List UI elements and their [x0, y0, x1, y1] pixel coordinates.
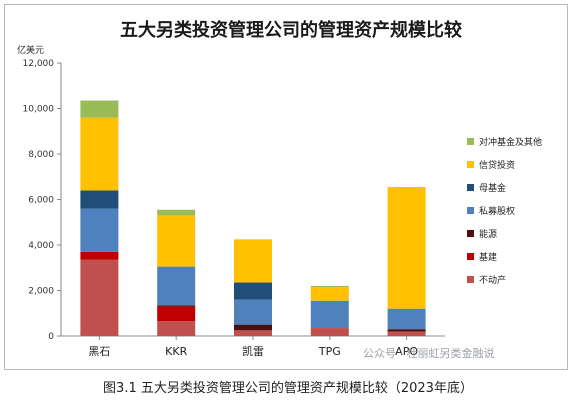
legend-swatch — [467, 207, 474, 214]
legend-label: 私募股权 — [479, 205, 515, 217]
bar-segment — [387, 329, 426, 332]
legend-swatch — [467, 184, 474, 191]
bar-segment — [80, 117, 119, 191]
bar-segment — [387, 308, 426, 330]
bar-segment — [80, 208, 119, 252]
legend-swatch — [467, 230, 474, 237]
bar-segment — [157, 306, 196, 322]
legend-label: 不动产 — [479, 274, 506, 286]
bar-segment — [80, 190, 119, 209]
y-tick-label: 0 — [48, 332, 54, 342]
x-tick-label: APO — [395, 345, 418, 358]
bar-segment — [80, 100, 119, 118]
legend-swatch — [467, 253, 474, 260]
legend-swatch — [467, 276, 474, 283]
axes: 0 2,000 4,000 6,000 8,000 10,000 12,000 — [23, 59, 445, 342]
figure-caption: 图3.1 五大另类投资管理公司的管理资产规模比较（2023年底） — [103, 381, 473, 396]
bar-segment — [157, 215, 196, 267]
legend-label: 母基金 — [479, 182, 506, 194]
bar-segment — [310, 287, 349, 301]
bar-segment — [387, 331, 426, 336]
y-tick-label: 6,000 — [28, 196, 54, 206]
x-tick-label: 黑石 — [88, 345, 110, 358]
y-tick-label: 8,000 — [28, 150, 54, 160]
chart-frame: 五大另类投资管理公司的管理资产规模比较 亿美元 0 2,000 4,000 6,000… — [4, 4, 568, 370]
bar-segment — [387, 186, 426, 309]
y-tick-label: 10,000 — [23, 105, 55, 115]
chart-title: 五大另类投资管理公司的管理资产规模比较 — [120, 19, 462, 41]
watermark: 公众号 · 杜丽虹另类金融说 — [363, 346, 495, 360]
bar-segment — [80, 259, 119, 336]
bar-segment — [157, 209, 196, 216]
legend-swatch — [467, 138, 474, 145]
bars — [80, 100, 426, 336]
bar-segment — [234, 324, 272, 331]
x-tick-label: TPG — [318, 345, 341, 358]
bar-segment — [157, 266, 196, 306]
x-axis-labels: 黑石 KKR 凯雷 TPG APO — [88, 345, 418, 358]
bar-segment — [157, 321, 196, 336]
chart-svg: 五大另类投资管理公司的管理资产规模比较 亿美元 0 2,000 4,000 6,000… — [17, 19, 542, 360]
legend-swatch — [467, 161, 474, 168]
bar-segment — [157, 305, 196, 307]
y-tick-label: 12,000 — [23, 59, 55, 69]
x-tick-label: 凯雷 — [242, 345, 264, 358]
x-tick-label: KKR — [165, 345, 187, 358]
legend-label: 信贷投资 — [479, 159, 515, 171]
bar-segment — [234, 282, 272, 300]
y-tick-label: 2,000 — [28, 287, 54, 297]
legend-label: 对冲基金及其他 — [479, 136, 542, 148]
legend-label: 能源 — [479, 228, 497, 240]
y-tick-label: 4,000 — [28, 241, 54, 251]
bar-segment — [234, 330, 272, 336]
bar-segment — [234, 299, 272, 325]
bar-segment — [310, 285, 349, 288]
y-axis-unit-label: 亿美元 — [17, 44, 44, 56]
bar-segment — [310, 328, 349, 336]
bar-segment — [80, 251, 119, 260]
bar-segment — [310, 300, 349, 329]
bar-segment — [234, 239, 272, 283]
legend-label: 基建 — [479, 251, 497, 263]
